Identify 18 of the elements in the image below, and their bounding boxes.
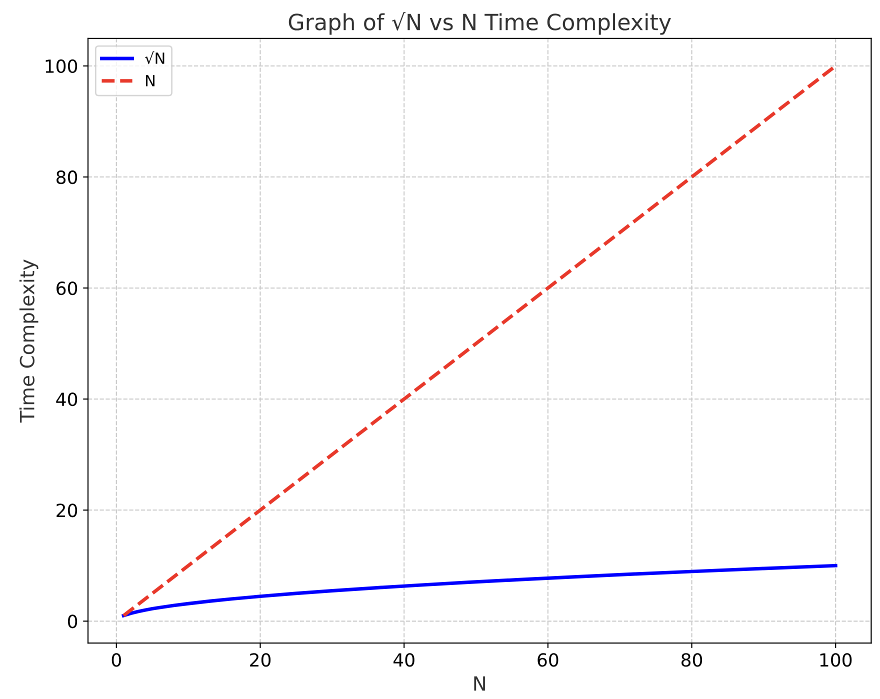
legend-label: N <box>146 75 154 86</box>
x-tick-label: 60 <box>538 653 558 667</box>
x-tick-label: 20 <box>250 653 271 667</box>
x-tick-label: 0 <box>112 653 121 667</box>
line-series <box>122 564 838 618</box>
y-tick-label: 60 <box>56 281 78 296</box>
x-tick-label: 100 <box>820 653 852 667</box>
y-tick-label: 0 <box>68 614 78 628</box>
y-axis-title: Time Complexity <box>19 260 38 423</box>
y-tick-label: 80 <box>56 170 78 184</box>
x-axis-title: N <box>474 676 485 691</box>
y-tick-label: 100 <box>46 59 78 74</box>
x-tick-label: 40 <box>393 653 414 667</box>
chart-title: Graph of √N vs N Time Complexity <box>288 12 671 35</box>
y-tick-label: 40 <box>56 392 78 406</box>
legend-label: √N <box>144 51 164 64</box>
y-tick-label: 20 <box>56 504 78 518</box>
x-tick-label: 80 <box>682 653 702 667</box>
